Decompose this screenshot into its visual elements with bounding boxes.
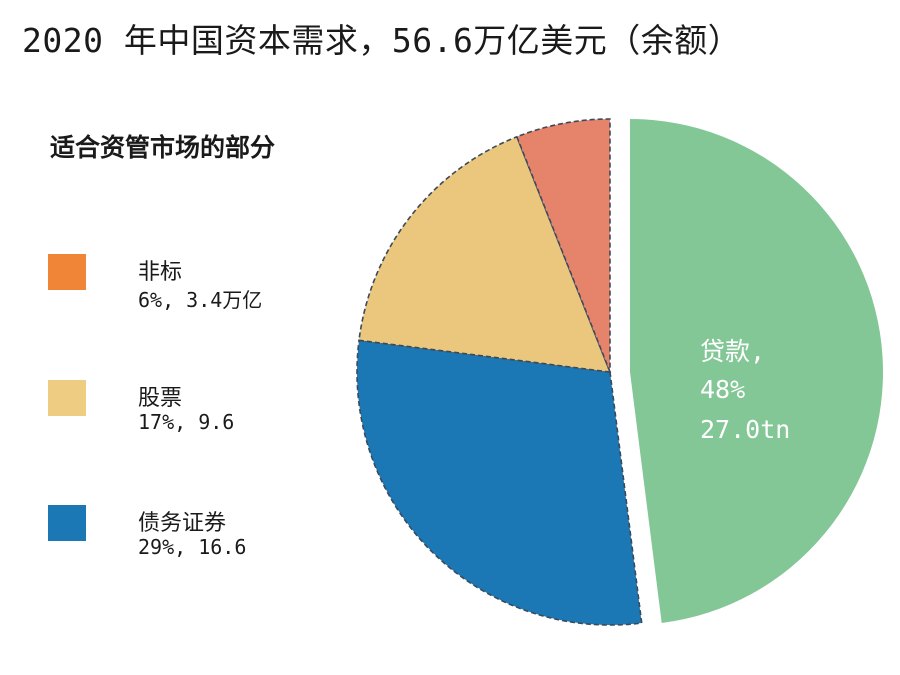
legend-swatch-stocks — [48, 380, 86, 416]
slice-label-loans-name: 贷款, — [700, 337, 765, 366]
legend-value-stocks: 17%, 9.6 — [138, 410, 235, 434]
legend-value-debt-securities: 29%, 16.6 — [138, 535, 247, 559]
legend-value-nonstandard: 6%, 3.4万亿 — [138, 288, 263, 312]
slice-debt-securities — [356, 339, 643, 626]
legend-label-debt-securities: 债务证券 — [138, 511, 227, 536]
legend-swatch-debt-securities — [48, 505, 86, 541]
slice-nonstandard — [515, 118, 611, 373]
legend-swatch-nonstandard — [48, 254, 86, 290]
slice-label-loans-value: 27.0tn — [700, 415, 790, 444]
chart-title: 2020 年中国资本需求，56.6万亿美元（余额） — [22, 21, 742, 60]
legend-label-stocks: 股票 — [138, 386, 183, 411]
slice-loans — [630, 119, 884, 624]
slice-label-loans-percent: 48% — [700, 375, 745, 404]
legend-label-nonstandard: 非标 — [138, 260, 183, 285]
slice-stocks — [358, 135, 612, 373]
chart-subtitle: 适合资管市场的部分 — [50, 133, 276, 162]
